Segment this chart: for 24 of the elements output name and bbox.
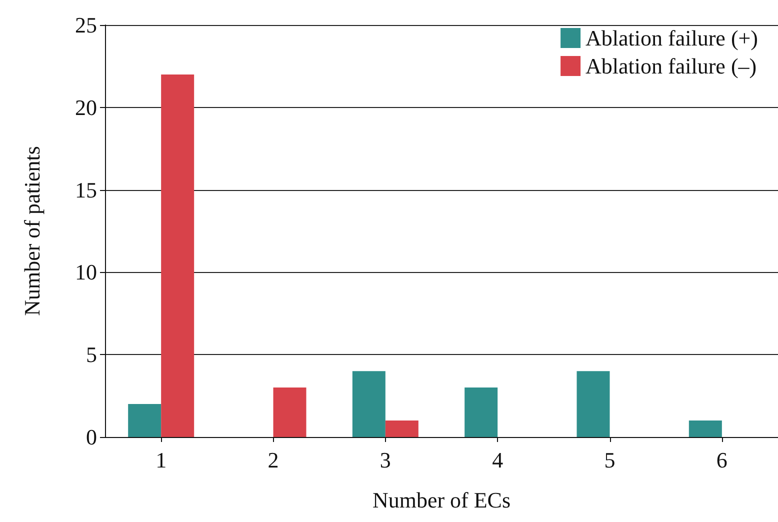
y-tick-label: 0: [86, 424, 97, 450]
bar: [161, 74, 194, 437]
y-tick-label: 20: [75, 94, 97, 120]
bar: [385, 420, 418, 437]
legend-label: Ablation failure (–): [586, 54, 757, 78]
legend-label: Ablation failure (+): [586, 26, 758, 50]
y-tick-label: 15: [75, 177, 97, 202]
x-axis-title: Number of ECs: [372, 488, 511, 512]
x-tick-label: 3: [380, 448, 391, 472]
x-tick-label: 1: [156, 448, 167, 472]
bar: [688, 420, 722, 437]
x-tick-label: 6: [716, 448, 728, 472]
y-axis-title: Number of patients: [20, 146, 44, 316]
x-tick-label: 5: [604, 448, 616, 472]
bar: [576, 371, 610, 437]
bar: [128, 404, 162, 437]
x-tick-label: 2: [268, 448, 279, 472]
x-tick-label: 4: [492, 448, 504, 472]
bar: [273, 388, 306, 437]
bar: [464, 388, 498, 437]
y-tick-label: 10: [75, 260, 97, 285]
y-tick-label: 25: [75, 12, 97, 38]
bar: [352, 371, 386, 437]
y-tick-label: 5: [86, 342, 97, 368]
